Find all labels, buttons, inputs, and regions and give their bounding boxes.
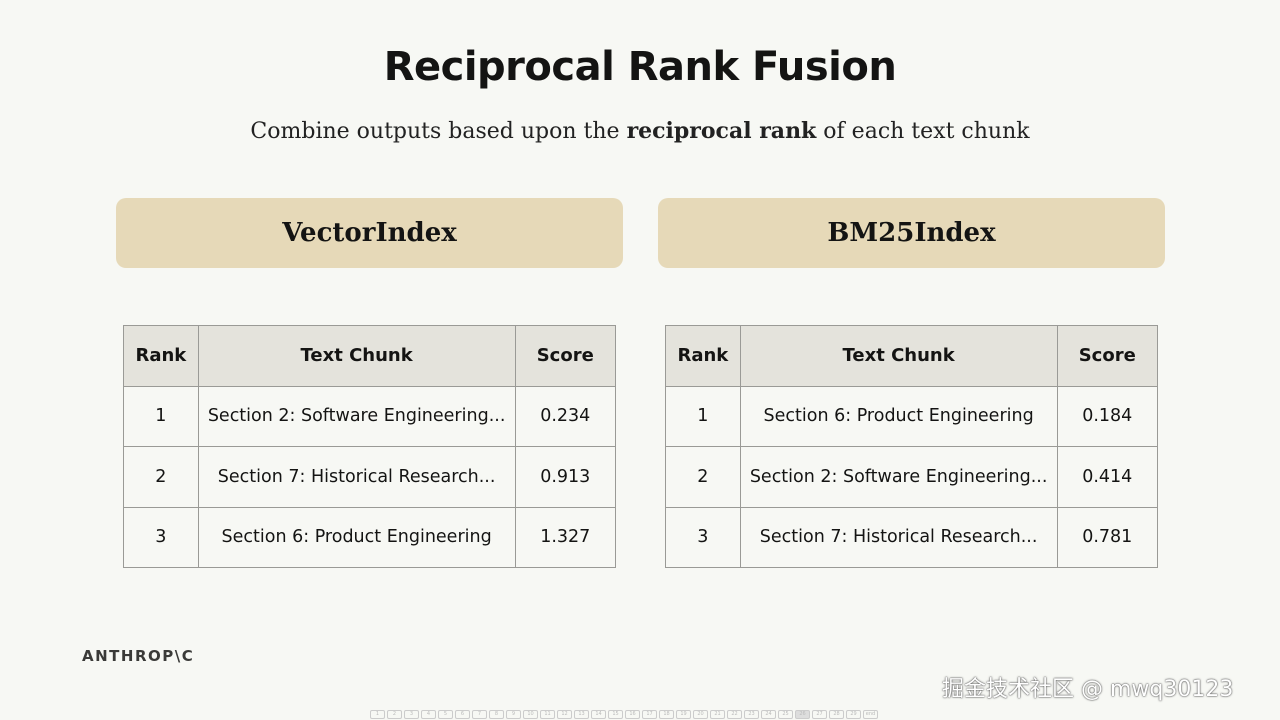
column-header: Rank [665,325,741,387]
page-button[interactable]: 20 [693,710,708,719]
column-header: Rank [123,325,199,387]
score-cell: 0.184 [1056,385,1158,447]
index-header: VectorIndex [116,198,623,268]
rank-cell: 2 [665,446,741,508]
column-header: Text Chunk [739,325,1058,387]
page-button[interactable]: 10 [523,710,538,719]
chunk-cell: Section 7: Historical Research... [197,446,516,508]
page-button[interactable]: end [863,710,878,719]
rank-cell: 1 [123,385,199,447]
score-cell: 1.327 [514,506,616,568]
slide-title: Reciprocal Rank Fusion [383,44,897,90]
page-button[interactable]: 1 [370,710,385,719]
rank-cell: 3 [123,506,199,568]
page-button[interactable]: 7 [472,710,487,719]
rank-cell: 2 [123,446,199,508]
page-button[interactable]: 23 [744,710,759,719]
table-row: 3 Section 7: Historical Research... 0.78… [665,506,1158,568]
page-button[interactable]: 12 [557,710,572,719]
slide-pager[interactable]: 1 2 3 4 5 6 7 8 9 10 11 12 13 14 15 16 17 18 19 20 21 22 23 24 2… [370,710,878,719]
rank-cell: 1 [665,385,741,447]
slide-subtitle: Combine outputs based upon the reciproca… [250,118,1030,144]
table-row: 2 Section 7: Historical Research... 0.91… [123,446,616,508]
anthropic-logo: ANTHROP\C [82,647,195,665]
score-cell: 0.234 [514,385,616,447]
arrow-down-icon [116,268,623,376]
chunk-cell: Section 7: Historical Research... [739,506,1058,568]
page-button[interactable]: 29 [846,710,861,719]
page-button[interactable]: 22 [727,710,742,719]
page-button[interactable]: 28 [829,710,844,719]
watermark: 掘金技术社区 @ mwq30123 [942,677,1234,702]
chunk-cell: Section 2: Software Engineering... [197,385,516,447]
arrow-down-icon [658,268,1165,376]
column-header: Score [1056,325,1158,387]
results-table: Rank Text Chunk Score 1 Section 6: Product… [665,325,1158,568]
score-cell: 0.781 [1056,506,1158,568]
page-button[interactable]: 24 [761,710,776,719]
page-button[interactable]: 14 [591,710,606,719]
page-button[interactable]: 11 [540,710,555,719]
page-button[interactable]: 21 [710,710,725,719]
page-button[interactable]: 16 [625,710,640,719]
page-button[interactable]: 5 [438,710,453,719]
table-row: 1 Section 2: Software Engineering... 0.2… [123,385,616,447]
index-panel: BM25Index Rank Text Chunk Score 1 Section … [658,198,1165,568]
page-button[interactable]: 8 [489,710,504,719]
page-button[interactable]: 27 [812,710,827,719]
score-cell: 0.913 [514,446,616,508]
column-header: Score [514,325,616,387]
column-header: Text Chunk [197,325,516,387]
score-cell: 0.414 [1056,446,1158,508]
table-row: 2 Section 2: Software Engineering... 0.4… [665,446,1158,508]
page-button[interactable]: 3 [404,710,419,719]
results-table: Rank Text Chunk Score 1 Section 2: Softwar… [123,325,616,568]
table-row: 3 Section 6: Product Engineering 1.327 [123,506,616,568]
page-button[interactable]: 26 [795,710,810,719]
index-header: BM25Index [658,198,1165,268]
page-button[interactable]: 9 [506,710,521,719]
page-button[interactable]: 25 [778,710,793,719]
page-button[interactable]: 15 [608,710,623,719]
table-row: 1 Section 6: Product Engineering 0.184 [665,385,1158,447]
chunk-cell: Section 6: Product Engineering [197,506,516,568]
page-button[interactable]: 17 [642,710,657,719]
chunk-cell: Section 2: Software Engineering... [739,446,1058,508]
page-button[interactable]: 4 [421,710,436,719]
rank-cell: 3 [665,506,741,568]
page-button[interactable]: 2 [387,710,402,719]
page-button[interactable]: 19 [676,710,691,719]
chunk-cell: Section 6: Product Engineering [739,385,1058,447]
page-button[interactable]: 18 [659,710,674,719]
index-panel: VectorIndex Rank Text Chunk Score 1 Sectio… [116,198,623,568]
page-button[interactable]: 13 [574,710,589,719]
page-button[interactable]: 6 [455,710,470,719]
